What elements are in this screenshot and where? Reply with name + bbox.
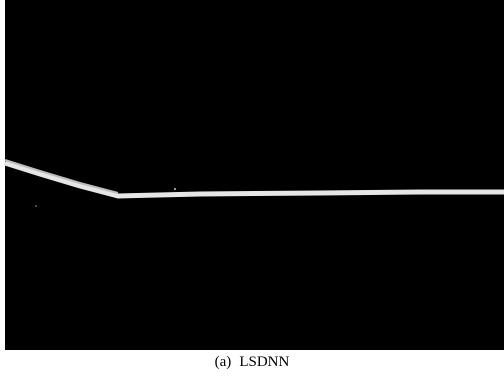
segmentation-image [0, 0, 504, 350]
figure-caption: (a) LSDNN [0, 354, 504, 371]
image-background [5, 0, 504, 350]
caption-text: LSDNN [239, 354, 289, 370]
figure: (a) LSDNN [0, 0, 504, 376]
noise-dot [174, 188, 176, 190]
noise-dot [35, 205, 37, 207]
subfigure-label: (a) [215, 354, 232, 370]
